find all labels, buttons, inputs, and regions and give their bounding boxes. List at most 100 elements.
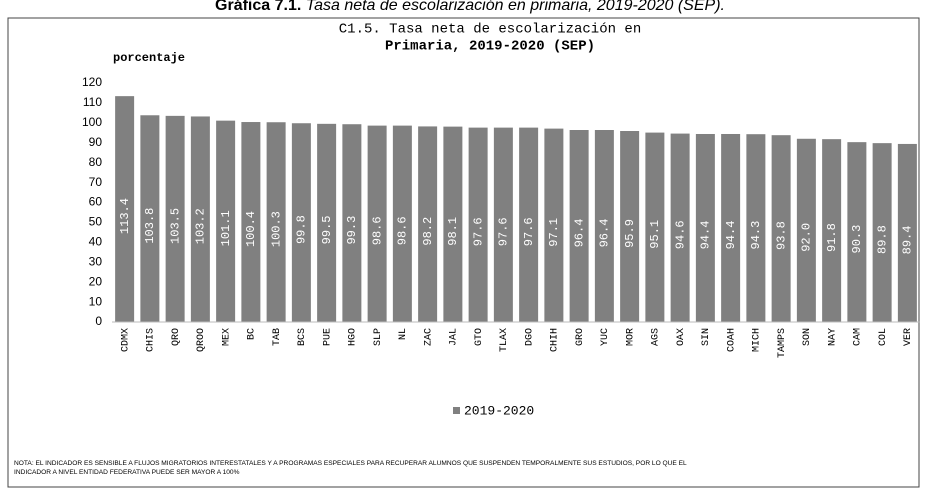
bar <box>897 143 917 322</box>
x-tick-label: CAM <box>853 328 864 346</box>
x-tick-label: COAH <box>726 328 737 352</box>
value-label: 97.1 <box>547 218 561 247</box>
value-label: 99.8 <box>295 215 309 244</box>
value-label: 93.8 <box>774 221 788 250</box>
chart-title: Primaria, 2019-2020 (SEP) <box>385 39 595 55</box>
y-tick-label: 80 <box>89 155 103 169</box>
x-tick-label: MOR <box>625 328 636 346</box>
bar <box>594 130 614 322</box>
value-label: 89.4 <box>901 226 915 255</box>
bar <box>544 128 564 322</box>
bar <box>140 115 160 322</box>
y-tick-label: 20 <box>89 274 103 288</box>
y-tick-label: 110 <box>83 95 102 109</box>
bar <box>317 123 337 323</box>
bar <box>392 125 412 322</box>
header-text: Tasa neta de escolarización en primaria,… <box>306 0 725 14</box>
bar <box>291 123 311 323</box>
value-label: 89.8 <box>875 225 889 254</box>
bar <box>569 130 589 322</box>
y-tick-label: 40 <box>89 235 103 249</box>
x-tick-label: NL <box>398 328 409 340</box>
x-tick-label: GTO <box>474 328 485 346</box>
x-tick-label: AGS <box>651 328 662 346</box>
value-label: 91.8 <box>825 223 839 252</box>
value-label: 94.3 <box>749 221 763 250</box>
bar <box>620 130 640 322</box>
x-tick-label: JAL <box>449 328 460 346</box>
x-tick-label: VER <box>903 328 914 346</box>
value-label: 103.5 <box>168 208 182 244</box>
x-tick-label: CHIS <box>146 328 157 352</box>
bar <box>115 96 135 323</box>
bar <box>342 124 362 322</box>
bar <box>367 125 387 322</box>
value-label: 97.6 <box>522 217 536 246</box>
x-tick-label: MICH <box>752 328 763 352</box>
x-tick-label: QRO <box>171 328 182 346</box>
legend-swatch <box>453 407 460 414</box>
value-label: 94.6 <box>673 220 687 249</box>
x-tick-label: TAMPS <box>777 328 788 358</box>
y-tick-label: 30 <box>89 254 103 268</box>
value-label: 96.4 <box>572 219 586 248</box>
value-label: 103.2 <box>194 208 208 244</box>
bar <box>165 115 185 322</box>
value-label: 96.4 <box>598 219 612 248</box>
bar <box>216 120 236 322</box>
x-tick-label: OAX <box>676 328 687 346</box>
x-tick-label: QROO <box>196 328 207 352</box>
bar <box>721 133 741 322</box>
x-tick-label: BC <box>247 328 258 340</box>
bar <box>645 132 665 322</box>
bar <box>746 134 766 322</box>
x-tick-label: NAY <box>827 328 838 346</box>
value-label: 100.4 <box>244 211 258 247</box>
y-tick-label: 100 <box>82 115 102 129</box>
value-label: 97.6 <box>471 217 485 246</box>
y-axis-label: porcentaje <box>113 51 185 65</box>
x-tick-label: MEX <box>221 328 232 346</box>
y-tick-label: 10 <box>89 294 103 308</box>
y-tick-label: 0 <box>95 314 102 328</box>
x-tick-label: HGO <box>348 328 359 346</box>
bar <box>847 142 867 322</box>
bar <box>418 126 438 322</box>
x-tick-label: SLP <box>373 328 384 346</box>
x-tick-label: TLAX <box>499 328 510 352</box>
note: INDICADOR A NIVEL ENTIDAD FEDERATIVA PUE… <box>14 469 240 476</box>
value-label: 94.4 <box>724 221 738 250</box>
x-tick-label: COL <box>878 328 889 346</box>
y-tick-label: 90 <box>89 135 103 149</box>
bar <box>695 133 715 322</box>
bar <box>190 116 210 323</box>
y-tick-label: 120 <box>82 75 102 89</box>
value-label: 90.3 <box>850 225 864 254</box>
bar <box>796 138 816 322</box>
x-tick-label: SON <box>802 328 813 346</box>
value-label: 99.5 <box>320 216 334 245</box>
legend-label: 2019-2020 <box>464 403 534 418</box>
value-label: 113.4 <box>118 198 132 234</box>
note: NOTA: EL INDICADOR ES SENSIBLE A FLUJOS … <box>14 460 687 467</box>
y-tick-label: 50 <box>89 215 103 229</box>
value-label: 98.1 <box>446 217 460 246</box>
value-label: 92.0 <box>800 223 814 252</box>
value-label: 95.1 <box>648 220 662 249</box>
bar <box>822 139 842 322</box>
x-tick-label: CDMX <box>120 328 131 352</box>
x-tick-label: TAB <box>272 328 283 346</box>
frame <box>7 17 920 488</box>
value-label: 101.1 <box>219 210 233 246</box>
bar <box>670 133 690 322</box>
value-label: 99.3 <box>345 216 359 245</box>
x-tick-label: ZAC <box>423 328 434 346</box>
value-label: 97.6 <box>497 217 511 246</box>
header-label: Gráfica 7.1. <box>215 0 301 14</box>
x-tick-label: SIN <box>701 328 712 346</box>
bar <box>771 135 791 322</box>
bar <box>241 122 261 322</box>
value-label: 98.6 <box>396 216 410 245</box>
